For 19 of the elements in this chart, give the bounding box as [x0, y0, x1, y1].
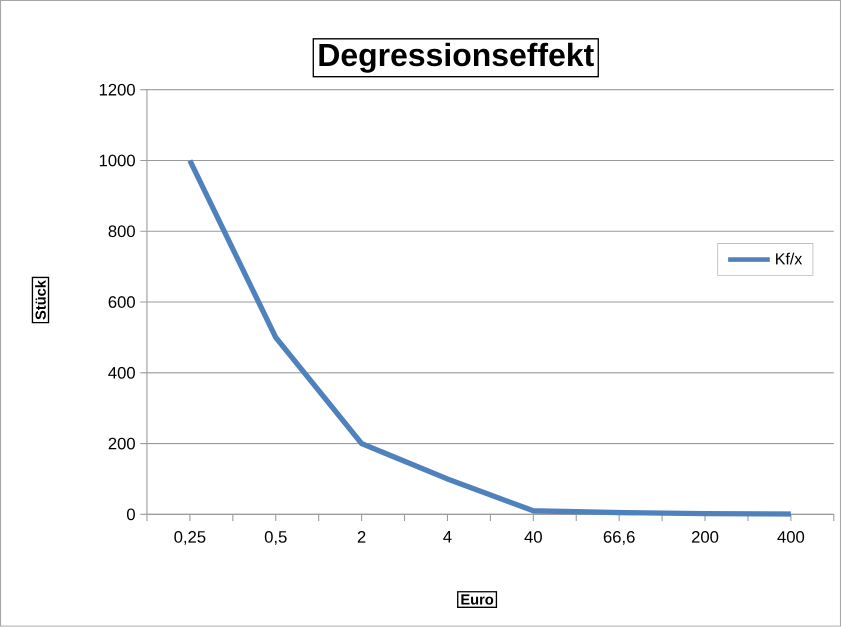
y-tick-label: 400 [108, 367, 135, 379]
y-tick-label: 1000 [100, 154, 135, 167]
x-tick-label: 0,25 [174, 531, 206, 545]
x-axis-title: Euro [461, 594, 494, 605]
x-tick-label: 200 [692, 531, 718, 543]
x-tick-label: 400 [777, 531, 804, 543]
y-tick-label: 200 [108, 438, 135, 450]
x-tick-label: 66,6 [604, 531, 635, 545]
y-axis-title: Stück [35, 280, 46, 320]
y-tick-label: 600 [108, 296, 135, 308]
x-tick-label: 2 [358, 531, 366, 543]
y-tick-label: 0 [126, 508, 135, 520]
y-tick-label: 1200 [100, 84, 135, 96]
y-tick-label: 800 [108, 226, 135, 238]
x-tick-label: 40 [524, 531, 542, 543]
legend-label: Kf/x [776, 252, 802, 265]
x-tick-label: 0,5 [264, 531, 287, 545]
chart-title: Degressionseffekt [319, 42, 594, 73]
x-tick-label: 4 [443, 531, 452, 543]
